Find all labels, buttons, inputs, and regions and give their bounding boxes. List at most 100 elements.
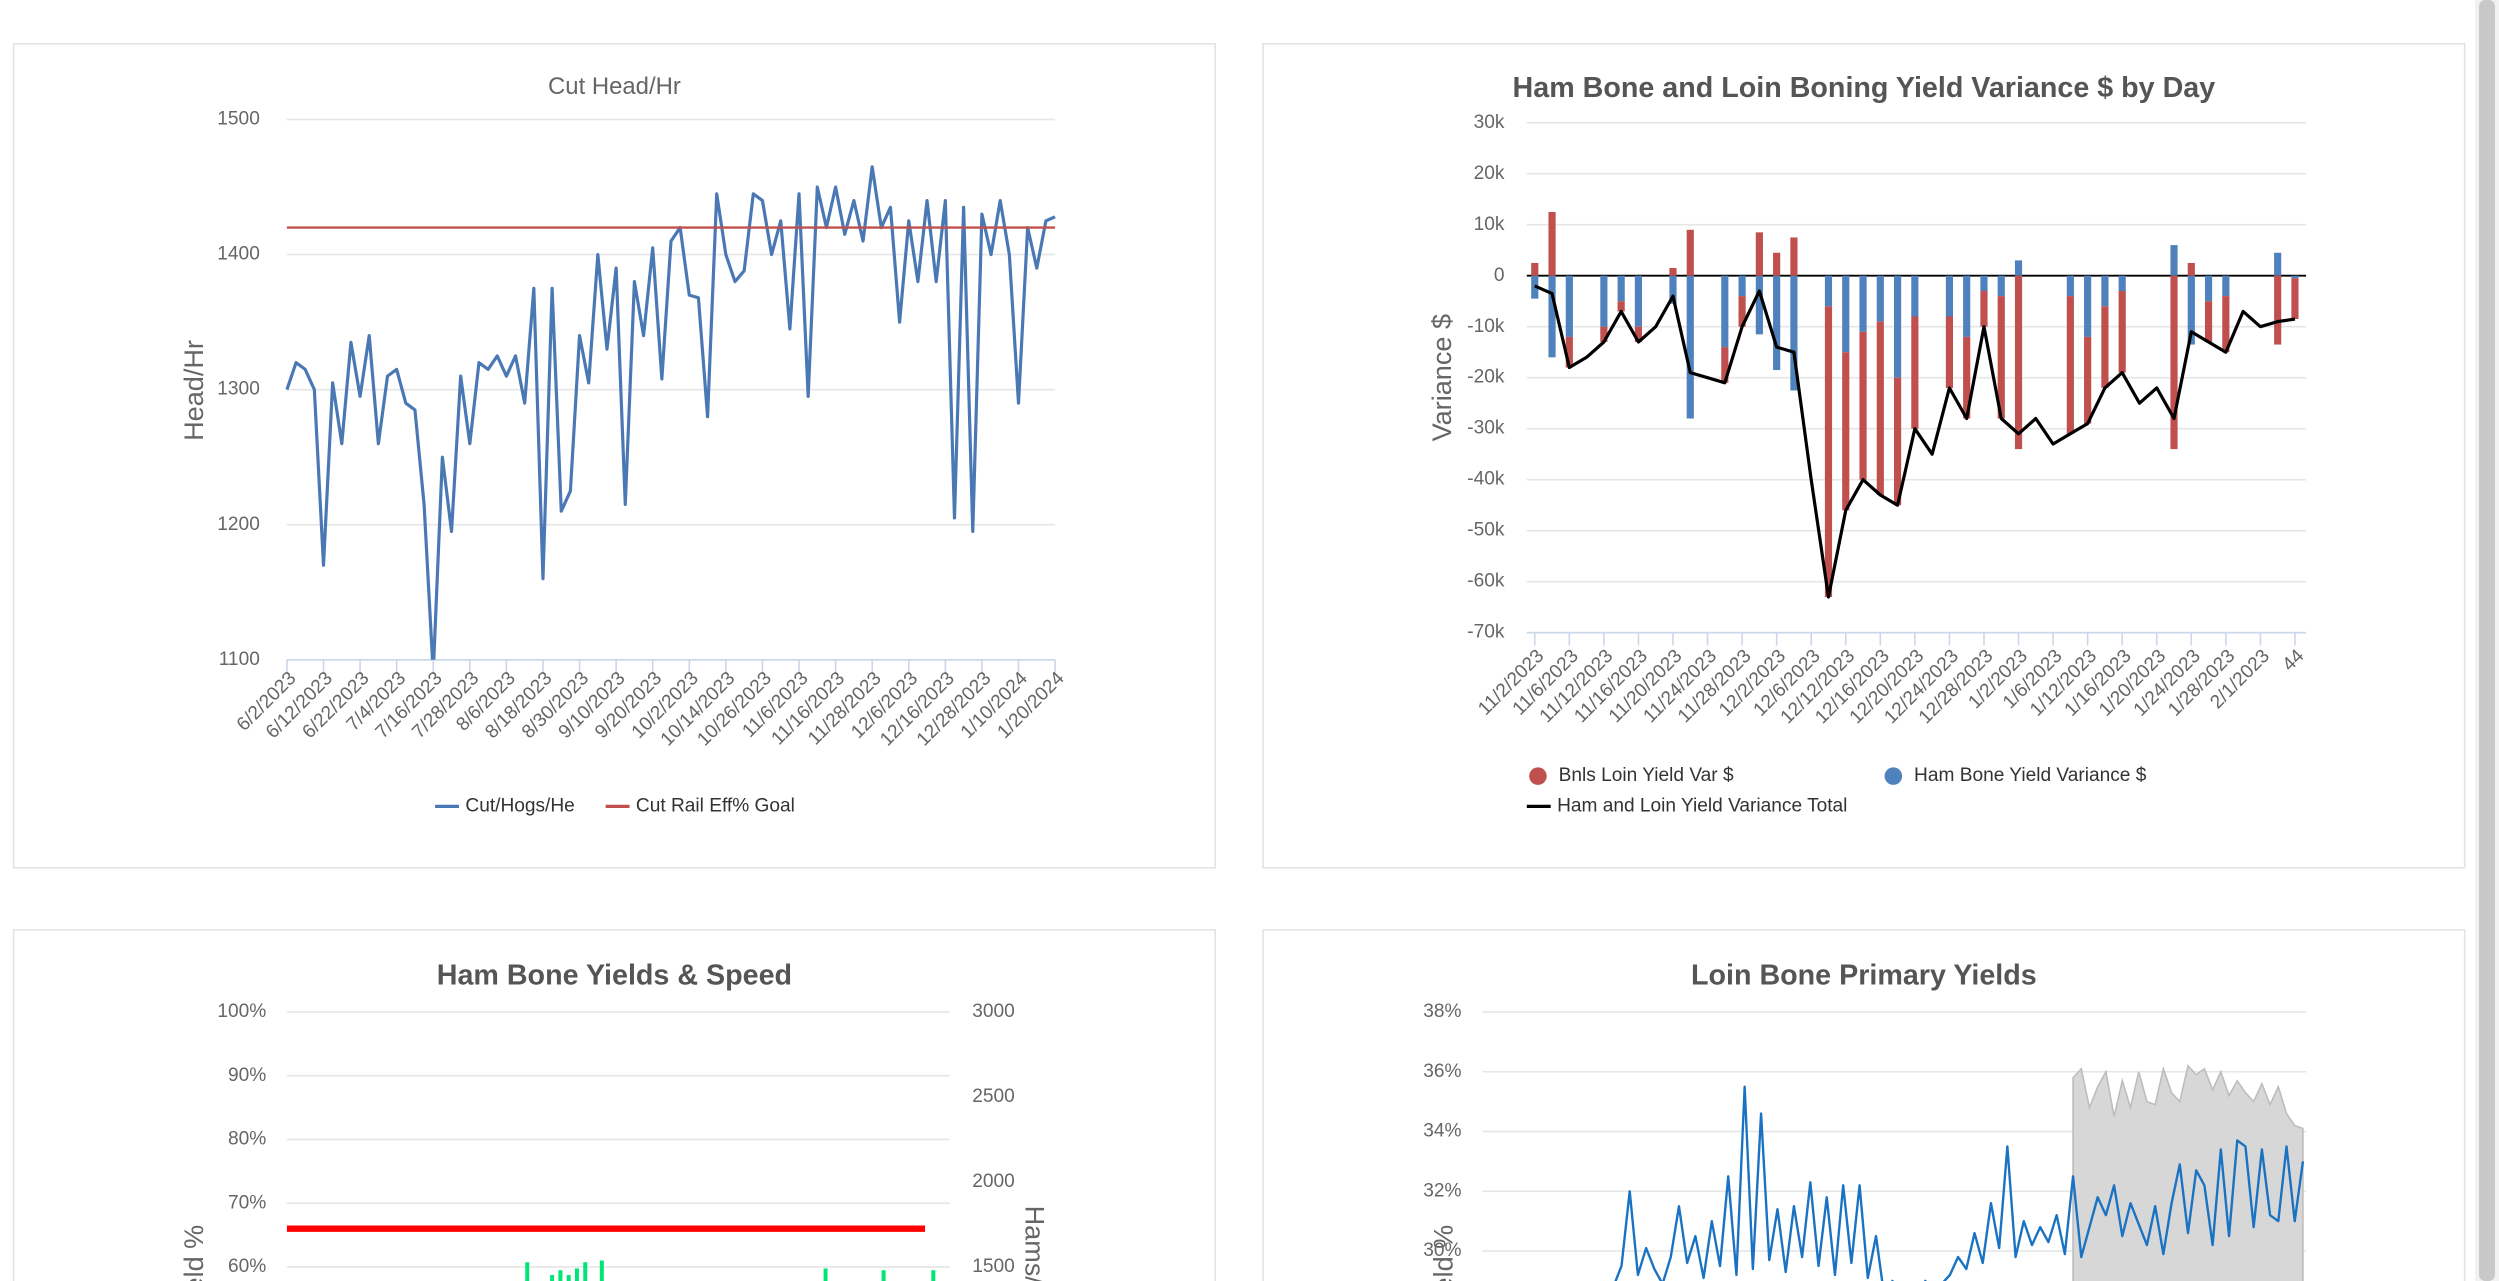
- bar: [550, 1274, 555, 1281]
- bar: [2066, 296, 2074, 434]
- bar: [823, 1268, 828, 1281]
- y2-axis-label: Hams/Hr: [1020, 1206, 1051, 1281]
- y-tick-label: 1200: [217, 514, 260, 535]
- bar: [1548, 211, 1556, 276]
- bar: [1842, 275, 1850, 353]
- bar: [2084, 336, 2092, 424]
- bar: [2066, 275, 2074, 297]
- line: [1534, 284, 2296, 599]
- chart-title: Ham Bone and Loin Boning Yield Variance …: [1513, 72, 2216, 104]
- bar: [1773, 275, 1781, 371]
- y-tick-label: 32%: [1423, 1180, 1461, 1201]
- legend-label: Bnls Loin Yield Var $: [1559, 765, 1734, 786]
- bar: [1997, 296, 2005, 419]
- plot: [286, 1225, 936, 1281]
- bar: [2014, 275, 2023, 450]
- y-axis-label: Yield %: [1428, 1225, 1459, 1281]
- legend-label: Ham and Loin Yield Variance Total: [1557, 795, 1847, 816]
- y-tick-label: 90%: [228, 1065, 266, 1086]
- bar: [2170, 275, 2178, 450]
- y-tick-label: -40k: [1467, 469, 1505, 490]
- bar: [1911, 275, 1919, 317]
- bar: [2118, 275, 2126, 292]
- y2-tick-label: 2500: [972, 1086, 1015, 1107]
- bar: [2101, 306, 2109, 388]
- bar: [2014, 260, 2023, 276]
- bar: [2204, 301, 2213, 343]
- bar: [1617, 301, 1625, 312]
- bar: [1824, 306, 1833, 597]
- legend-label: Cut/Hogs/He: [465, 795, 574, 816]
- bar: [1600, 275, 1608, 327]
- y-tick-label: -50k: [1467, 520, 1505, 541]
- bar: [1634, 275, 1643, 327]
- bar: [1669, 275, 1677, 304]
- y-tick-label: 60%: [228, 1256, 266, 1277]
- bar: [2170, 245, 2178, 276]
- line: [285, 165, 1056, 660]
- bar: [1945, 316, 1954, 388]
- y2-tick-label: 2000: [972, 1171, 1015, 1192]
- bar: [566, 1274, 571, 1281]
- y2-tick-label: 1500: [972, 1256, 1015, 1277]
- bar: [1893, 275, 1902, 378]
- bar: [1945, 275, 1954, 317]
- bar: [1980, 275, 1988, 292]
- bar: [1790, 275, 1798, 391]
- bar: [558, 1270, 563, 1281]
- bar: [2118, 291, 2126, 373]
- bar: [2274, 252, 2282, 276]
- chart-title: Cut Head/Hr: [548, 73, 681, 100]
- bar: [2187, 275, 2195, 345]
- bar: [599, 1260, 604, 1281]
- bar: [2187, 262, 2195, 276]
- bar: [2291, 278, 2299, 320]
- bar: [574, 1268, 579, 1281]
- y-tick-label: 30k: [1474, 112, 1505, 133]
- bar: [1686, 275, 1694, 419]
- y-tick-label: 20k: [1474, 163, 1505, 184]
- panel: [12, 929, 1217, 1281]
- y-tick-label: 1500: [217, 109, 260, 130]
- bar: [1997, 275, 2005, 297]
- y-tick-label: 38%: [1423, 1001, 1461, 1022]
- bar: [1755, 275, 1763, 335]
- y-tick-label: 10k: [1474, 214, 1505, 235]
- y-axis-label: Yield %: [178, 1225, 209, 1281]
- y-tick-label: -30k: [1467, 418, 1505, 439]
- chart-title: Ham Bone Yields & Speed: [437, 960, 792, 992]
- bar: [931, 1270, 936, 1281]
- bar: [1911, 316, 1919, 429]
- bar: [1721, 275, 1729, 348]
- y-axis-label: Head/Hr: [178, 340, 209, 441]
- bar: [1876, 321, 1884, 495]
- bar: [1565, 275, 1573, 337]
- bar: [1859, 331, 1867, 480]
- bar: [1548, 275, 1556, 358]
- y-tick-label: 1400: [217, 244, 260, 265]
- bar: [1634, 326, 1643, 343]
- y-tick-label: -10k: [1467, 316, 1505, 337]
- bar: [1531, 262, 1539, 276]
- bar: [1980, 291, 1988, 327]
- scrollbar-thumb[interactable]: [2479, 0, 2495, 1281]
- bar: [1600, 326, 1608, 343]
- bar: [1738, 296, 1746, 327]
- line: [1614, 1085, 2305, 1281]
- y-tick-label: 70%: [228, 1192, 266, 1213]
- bar: [2222, 275, 2230, 297]
- bar: [1893, 377, 1902, 506]
- bar: [1859, 275, 1867, 332]
- bar: [1963, 275, 1971, 337]
- bar: [1738, 275, 1746, 297]
- bar: [1617, 275, 1625, 302]
- y-tick-label: 1300: [217, 379, 260, 400]
- bar: [1755, 232, 1763, 276]
- y-axis-label: Variance $: [1426, 314, 1457, 441]
- y-tick-label: 36%: [1423, 1061, 1461, 1082]
- legend-label: Ham Bone Yield Variance $: [1914, 765, 2147, 786]
- area: [2072, 1064, 2304, 1281]
- bar: [525, 1262, 530, 1281]
- bar: [2204, 275, 2213, 302]
